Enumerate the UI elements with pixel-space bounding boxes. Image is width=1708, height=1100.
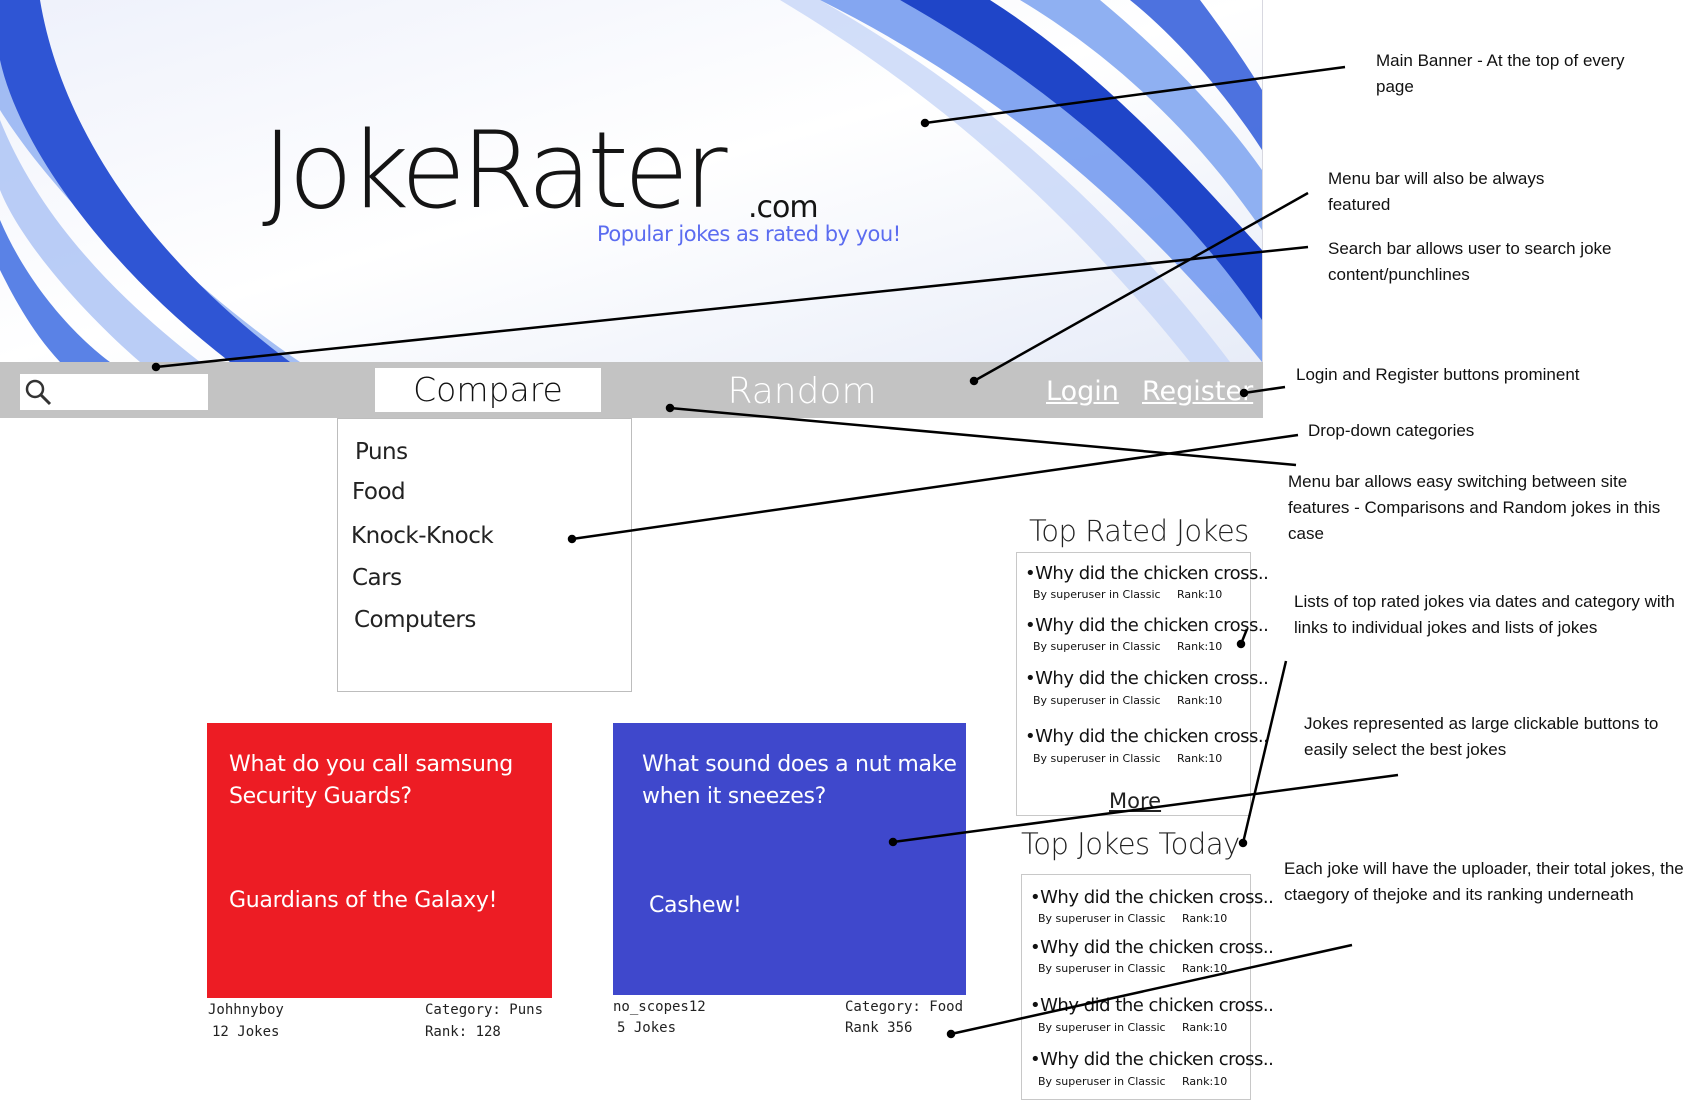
joke-link[interactable]: •Why did the chicken cross.. <box>1030 887 1274 908</box>
annotation-menu-bar: Menu bar will also be always featured <box>1328 169 1545 214</box>
annotation-joke-metadata: Each joke will have the uploader, their … <box>1284 859 1684 904</box>
joke-uploader-count: 12 Jokes <box>212 1024 280 1040</box>
joke-rank: Rank:10 <box>1177 752 1223 765</box>
annotation-top-lists: Lists of top rated jokes via dates and c… <box>1294 592 1675 637</box>
top-today-list: •Why did the chicken cross.. By superuse… <box>1021 874 1274 1100</box>
register-link[interactable]: Register <box>1142 376 1254 407</box>
category-dropdown: Puns Food Knock-Knock Cars Computers <box>337 418 632 692</box>
menu-bar: Compare Random Login Register <box>0 362 1263 418</box>
joke-byline: By superuser in Classic <box>1033 588 1161 601</box>
top-today-title: Top Jokes Today <box>1021 827 1240 861</box>
dropdown-item-puns[interactable]: Puns <box>355 439 408 465</box>
dropdown-item-food[interactable]: Food <box>352 479 406 505</box>
joke-rank: Rank 356 <box>845 1020 913 1036</box>
joke-answer: Cashew! <box>649 893 742 918</box>
joke-card[interactable]: What sound does a nut make when it sneez… <box>613 723 966 995</box>
joke-rank: Rank:10 <box>1182 912 1228 925</box>
top-rated-list: •Why did the chicken cross.. By superuse… <box>1016 552 1269 816</box>
joke-byline: By superuser in Classic <box>1038 962 1166 975</box>
site-logo[interactable]: JokeRater <box>262 109 728 232</box>
joke-link[interactable]: •Why did the chicken cross.. <box>1025 668 1269 689</box>
annotation-login-register: Login and Register buttons prominent <box>1296 365 1580 384</box>
joke-question: What sound does a nut make when it sneez… <box>642 752 957 809</box>
joke-card[interactable]: What do you call samsung Security Guards… <box>207 723 552 998</box>
annotation-search-bar: Search bar allows user to search joke co… <box>1328 239 1612 284</box>
joke-rank: Rank:10 <box>1177 588 1223 601</box>
joke-link[interactable]: •Why did the chicken cross.. <box>1025 563 1269 584</box>
joke-category: Category: Puns <box>425 1002 544 1018</box>
joke-byline: By superuser in Classic <box>1038 1021 1166 1034</box>
search-input[interactable] <box>56 378 206 408</box>
annotation-joke-buttons: Jokes represented as large clickable but… <box>1304 714 1659 759</box>
joke-rank: Rank:10 <box>1182 1075 1228 1088</box>
site-logo-suffix: .com <box>748 190 819 225</box>
joke-rank: Rank:10 <box>1177 694 1223 707</box>
joke-rank: Rank:10 <box>1177 640 1223 653</box>
annotation-menu-switching: Menu bar allows easy switching between s… <box>1288 472 1661 543</box>
annotation-dropdown: Drop-down categories <box>1308 421 1475 440</box>
site-tagline: Popular jokes as rated by you! <box>597 222 901 246</box>
joke-uploader[interactable]: no_scopes12 <box>613 999 706 1015</box>
compare-button[interactable]: Compare <box>375 368 601 412</box>
dropdown-item-knock-knock[interactable]: Knock-Knock <box>351 523 494 549</box>
joke-answer: Guardians of the Galaxy! <box>229 888 498 913</box>
main-banner: JokeRater .com Popular jokes as rated by… <box>0 0 1263 362</box>
joke-question: What do you call samsung Security Guards… <box>229 752 513 809</box>
joke-uploader[interactable]: Johhnyboy <box>208 1002 284 1018</box>
top-rated-title: Top Rated Jokes <box>1029 514 1249 548</box>
joke-link[interactable]: •Why did the chicken cross.. <box>1025 615 1269 636</box>
joke-link[interactable]: •Why did the chicken cross.. <box>1030 937 1274 958</box>
joke-rank: Rank:10 <box>1182 1021 1228 1034</box>
joke-link[interactable]: •Why did the chicken cross.. <box>1030 1049 1274 1070</box>
search-bar[interactable] <box>20 374 208 410</box>
random-button[interactable]: Random <box>727 371 877 412</box>
joke-uploader-count: 5 Jokes <box>617 1020 677 1036</box>
joke-byline: By superuser in Classic <box>1038 912 1166 925</box>
joke-link[interactable]: •Why did the chicken cross.. <box>1030 995 1274 1016</box>
joke-link[interactable]: •Why did the chicken cross.. <box>1025 726 1269 747</box>
banner-swoosh-graphic <box>0 0 1262 362</box>
joke-byline: By superuser in Classic <box>1033 640 1161 653</box>
annotation-main-banner: Main Banner - At the top of every page <box>1376 51 1625 96</box>
dropdown-item-computers[interactable]: Computers <box>354 607 476 633</box>
joke-byline: By superuser in Classic <box>1038 1075 1166 1088</box>
joke-rank: Rank:10 <box>1182 962 1228 975</box>
login-link[interactable]: Login <box>1046 376 1119 407</box>
joke-byline: By superuser in Classic <box>1033 694 1161 707</box>
joke-rank: Rank: 128 <box>425 1024 501 1040</box>
joke-byline: By superuser in Classic <box>1033 752 1161 765</box>
joke-category: Category: Food <box>845 999 964 1015</box>
search-icon[interactable] <box>24 378 52 406</box>
dropdown-item-cars[interactable]: Cars <box>352 565 402 591</box>
